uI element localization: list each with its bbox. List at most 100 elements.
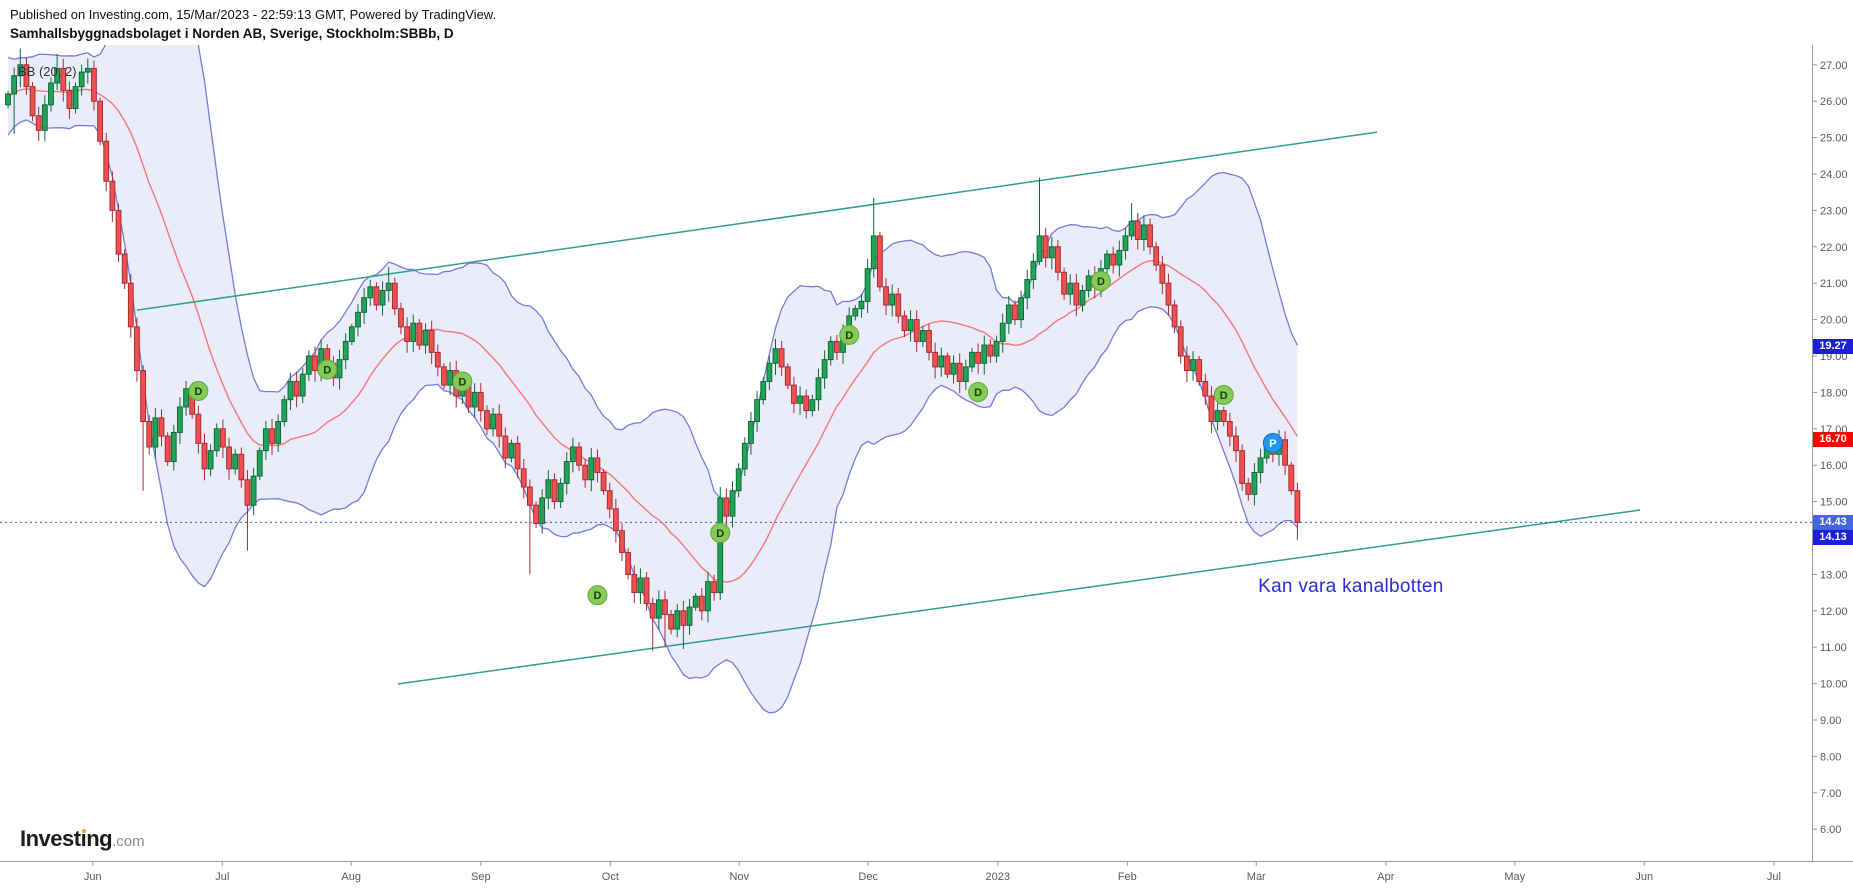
- candle-body: [29, 86, 36, 117]
- dividend-marker-circle: [710, 522, 731, 543]
- investing-logo[interactable]: Investı ng.com: [20, 826, 145, 852]
- candle-body: [410, 322, 417, 342]
- event-markers[interactable]: D D D D D D D D D P: [188, 271, 1283, 606]
- dividend-marker[interactable]: D: [587, 585, 608, 606]
- candle-body: [262, 428, 269, 452]
- candle-body: [527, 486, 533, 506]
- dividend-marker[interactable]: D: [188, 380, 209, 401]
- candle-body: [815, 377, 822, 401]
- candle-body: [778, 348, 785, 368]
- candle-body: [1036, 235, 1043, 262]
- bb-indicator-label[interactable]: BB (20, 2): [18, 64, 77, 79]
- candle-body: [809, 399, 816, 412]
- candle-body: [226, 446, 232, 470]
- candle-body: [1214, 410, 1221, 423]
- candle-body: [1128, 220, 1135, 237]
- dividend-marker[interactable]: D: [710, 522, 731, 543]
- candle-body: [889, 293, 896, 306]
- dividend-marker[interactable]: D: [1213, 384, 1234, 405]
- candle-body: [735, 468, 742, 492]
- candle-body: [956, 362, 963, 382]
- y-axis-label: 9.00: [1820, 715, 1841, 727]
- candle-body: [250, 475, 257, 506]
- x-axis-label: Apr: [1377, 871, 1394, 883]
- candle-body: [1073, 282, 1080, 306]
- dividend-marker-circle: [452, 371, 473, 392]
- candle-body: [416, 322, 423, 346]
- candle-body: [1159, 264, 1166, 284]
- y-axis-label: 10.00: [1820, 679, 1848, 691]
- x-axis-label: Jun: [84, 871, 102, 883]
- candle-body: [668, 613, 675, 630]
- p-marker[interactable]: P: [1262, 432, 1283, 453]
- candle-body: [17, 64, 24, 77]
- candle-body: [146, 421, 153, 448]
- y-axis-label: 13.00: [1820, 569, 1848, 581]
- candle-body: [1282, 439, 1289, 466]
- dividend-marker-letter: D: [1097, 276, 1105, 288]
- candle-body: [545, 479, 552, 499]
- candle-body: [1183, 355, 1190, 372]
- candle-body: [631, 573, 638, 594]
- x-axis-label: Nov: [729, 871, 749, 883]
- candle-body: [1190, 359, 1196, 372]
- candle-body: [932, 351, 939, 368]
- dividend-marker[interactable]: D: [1090, 271, 1111, 292]
- candle-body: [686, 606, 693, 626]
- p-marker-circle: [1262, 432, 1283, 453]
- candle-body: [195, 413, 202, 444]
- candle-body: [97, 100, 103, 142]
- y-axis-label: 11.00: [1820, 642, 1847, 654]
- candle-body: [926, 330, 932, 353]
- candle-body: [1005, 304, 1012, 324]
- candle-body: [5, 93, 11, 106]
- dividend-marker[interactable]: D: [968, 382, 989, 403]
- candle-body: [1048, 246, 1055, 259]
- candle-body: [883, 286, 889, 306]
- plot-area[interactable]: D D D D D D D D D P: [0, 0, 1812, 714]
- candle-body: [606, 490, 613, 510]
- x-axis[interactable]: Jun Jul Aug Sep Oct Nov Dec 2023 Feb Mar Apr May Jun…: [0, 861, 1853, 883]
- candle-body: [213, 428, 220, 452]
- candle-body: [164, 435, 171, 463]
- x-axis-label: Mar: [1247, 871, 1266, 883]
- dividend-marker-circle: [587, 585, 608, 606]
- candle-body: [901, 315, 908, 332]
- y-axis-label: 12.00: [1820, 606, 1848, 618]
- candle-body: [41, 104, 48, 131]
- candle-body: [170, 431, 177, 463]
- y-axis[interactable]: 6.007.008.009.0010.0011.0012.0013.0014.0…: [1812, 45, 1848, 861]
- candle-body: [35, 115, 42, 131]
- candle-body: [766, 362, 773, 382]
- candle-body: [791, 384, 797, 404]
- candle-body: [275, 421, 282, 444]
- dividend-marker-letter: D: [458, 376, 466, 388]
- candlestick-series[interactable]: [5, 48, 1301, 651]
- candle-body: [563, 461, 570, 484]
- dividend-marker[interactable]: D: [452, 371, 473, 392]
- candle-body: [741, 442, 748, 470]
- trendline-channel-top[interactable]: [136, 131, 1378, 311]
- candle-body: [993, 340, 1000, 357]
- trendline-channel-bottom[interactable]: [397, 509, 1641, 685]
- candle-body: [299, 373, 306, 397]
- dividend-marker[interactable]: D: [839, 324, 860, 345]
- candle-body: [625, 552, 632, 575]
- candle-body: [1233, 435, 1239, 452]
- y-axis-label: 23.00: [1820, 205, 1848, 217]
- candle-body: [723, 497, 730, 517]
- candle-body: [72, 86, 79, 109]
- candle-body: [637, 577, 644, 594]
- candle-body: [821, 359, 828, 379]
- candle-body: [183, 388, 189, 408]
- price-badge: 16.70: [1813, 432, 1853, 448]
- candle-body: [999, 322, 1006, 342]
- candle-body: [698, 595, 705, 612]
- candle-body: [907, 319, 914, 332]
- candle-body: [391, 282, 398, 310]
- dividend-marker[interactable]: D: [317, 359, 338, 380]
- candle-body: [514, 442, 521, 470]
- candle-body: [520, 468, 527, 488]
- candle-body: [975, 351, 982, 364]
